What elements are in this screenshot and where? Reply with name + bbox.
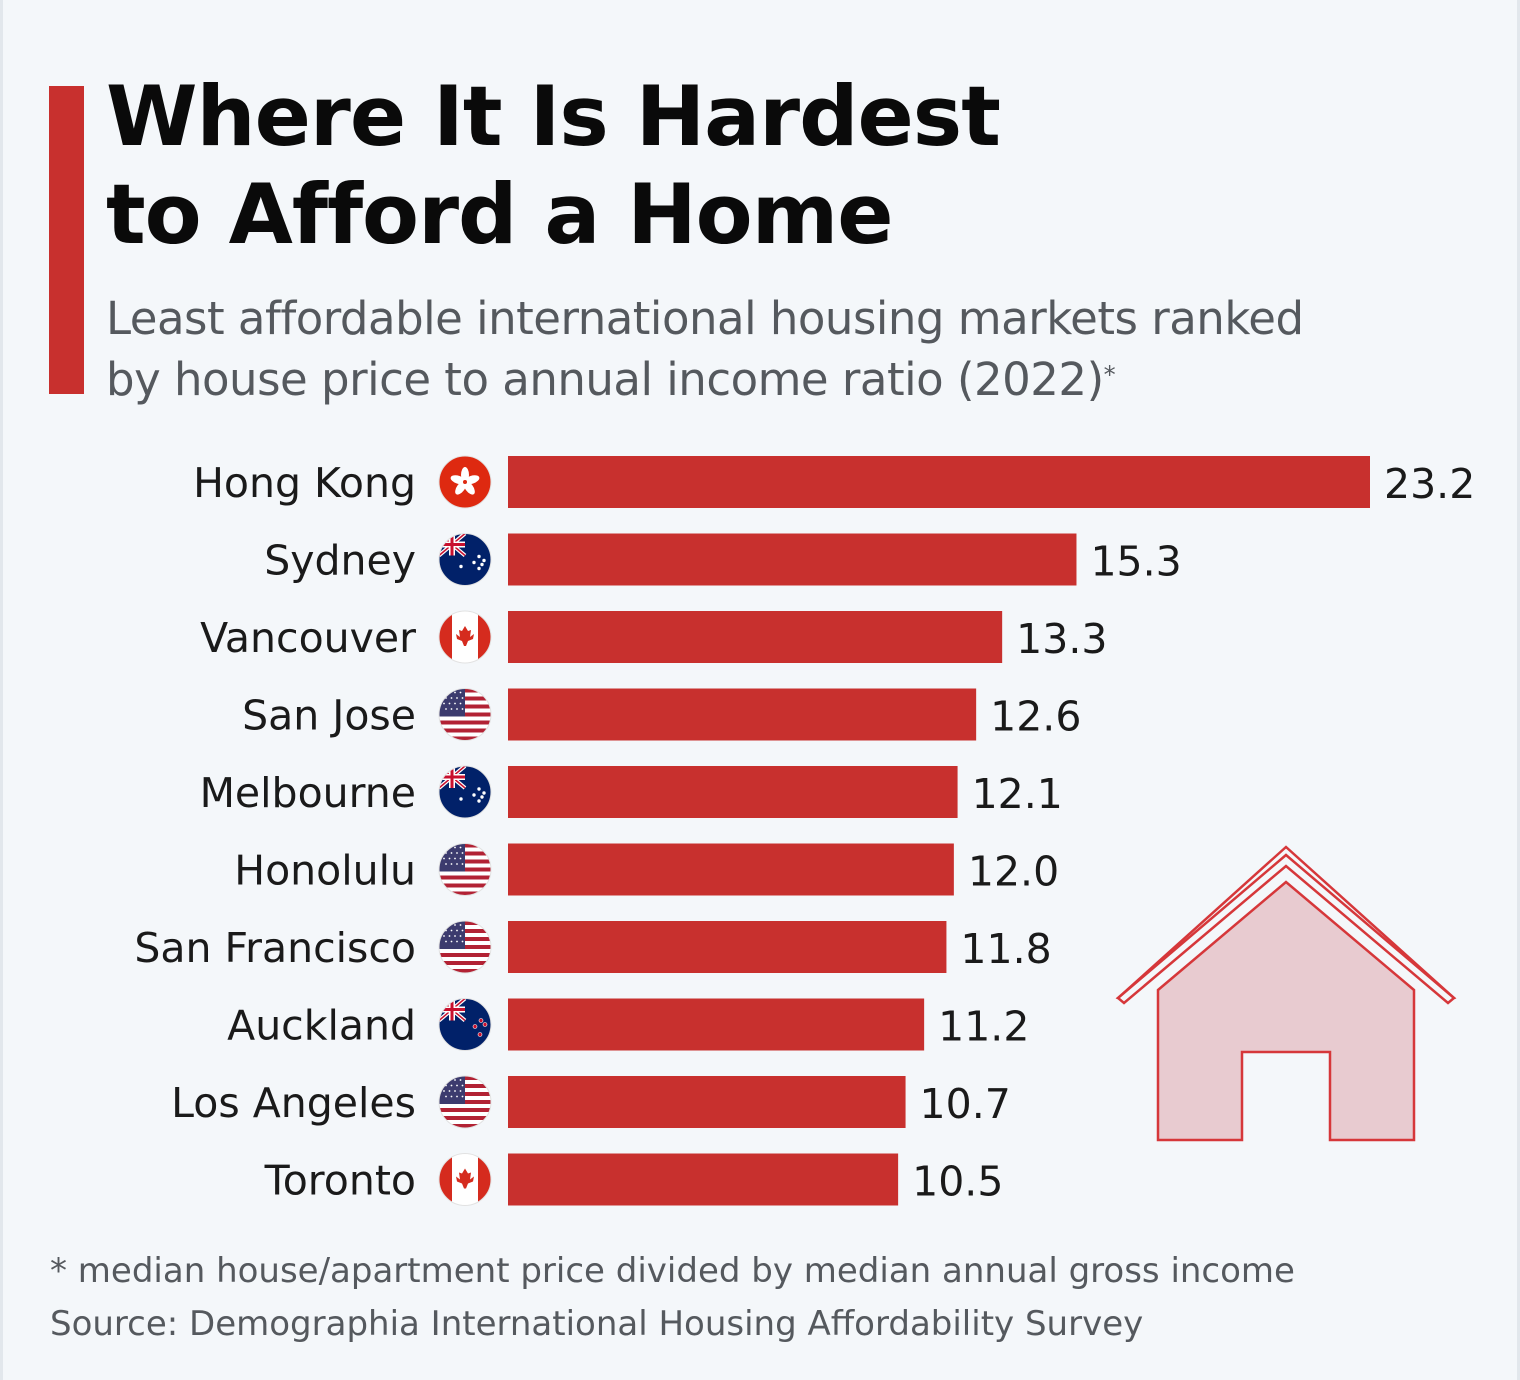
chart-row: Auckland 11.2	[227, 998, 1029, 1051]
chart-row: Vancouver 13.3	[200, 610, 1107, 664]
bar	[508, 533, 1077, 586]
value-label: 12.1	[972, 770, 1063, 818]
title-accent-bar	[49, 86, 84, 394]
category-label: Melbourne	[200, 769, 416, 817]
canada-flag-icon	[438, 610, 492, 664]
chart-row: Honolulu 12.0	[234, 843, 1059, 896]
chart-subtitle: Least affordable international housing m…	[106, 288, 1426, 410]
australia-flag-icon	[438, 533, 492, 586]
category-label: Sydney	[264, 537, 416, 585]
bar-chart: Hong Kong 23.2 Sydney 15.3 Vancouver 13.3 San …	[134, 455, 1475, 1206]
category-label: Vancouver	[200, 614, 416, 662]
bar	[508, 766, 958, 818]
chart-title-line-2: to Afford a Home	[106, 166, 893, 263]
chart-subtitle-line-1: Least affordable international housing m…	[106, 292, 1304, 345]
footnote-text: * median house/apartment price divided b…	[50, 1251, 1295, 1291]
chart-row: Sydney 15.3	[264, 533, 1182, 586]
usa-flag-icon	[438, 1075, 492, 1129]
chart-subtitle-line-2-text: by house price to annual income ratio (2…	[106, 353, 1104, 406]
australia-flag-icon	[438, 765, 492, 819]
value-label: 23.2	[1384, 460, 1475, 508]
chart-row: Hong Kong 23.2	[193, 455, 1475, 509]
hong-kong-flag-icon	[438, 455, 492, 509]
category-label: Toronto	[264, 1157, 416, 1205]
category-label: Auckland	[227, 1002, 416, 1050]
new-zealand-flag-icon	[438, 998, 492, 1051]
value-label: 12.0	[968, 848, 1059, 896]
house-icon	[1115, 845, 1457, 1142]
bar	[508, 456, 1370, 508]
source-text: Source: Demographia International Housin…	[50, 1304, 1144, 1344]
house-roof-inner	[1116, 853, 1456, 1005]
chart-row: San Francisco 11.8	[134, 920, 1052, 974]
usa-flag-icon	[438, 920, 492, 974]
category-label: San Jose	[242, 692, 416, 740]
chart-footnote: * median house/apartment price divided b…	[50, 1245, 1470, 1351]
frame-right-border	[1517, 0, 1520, 1380]
chart-row: Los Angeles 10.7	[171, 1075, 1011, 1129]
category-label: Los Angeles	[171, 1079, 416, 1127]
value-label: 13.3	[1016, 615, 1107, 663]
category-label: San Francisco	[134, 924, 416, 972]
value-label: 11.2	[938, 1003, 1029, 1051]
bar	[508, 688, 977, 741]
bar	[508, 611, 1003, 663]
value-label: 12.6	[990, 693, 1081, 741]
value-label: 15.3	[1090, 538, 1181, 586]
bar	[508, 921, 947, 973]
chart-row: Melbourne 12.1	[200, 765, 1063, 819]
value-label: 10.7	[920, 1080, 1011, 1128]
chart-title-line-1: Where It Is Hardest	[106, 68, 1001, 165]
bar	[508, 1153, 899, 1206]
chart-row: San Jose 12.6	[242, 688, 1081, 741]
value-label: 11.8	[960, 925, 1051, 973]
bar	[508, 843, 954, 896]
usa-flag-icon	[438, 843, 492, 896]
bar	[508, 1076, 906, 1128]
house-body	[1156, 880, 1416, 1142]
bar	[508, 998, 925, 1051]
category-label: Honolulu	[234, 847, 416, 895]
category-label: Hong Kong	[193, 459, 416, 507]
canada-flag-icon	[438, 1153, 492, 1206]
usa-flag-icon	[438, 688, 492, 741]
value-label: 10.5	[912, 1158, 1003, 1206]
chart-row: Toronto 10.5	[264, 1153, 1003, 1206]
frame-left-border	[0, 0, 3, 1380]
chart-subtitle-line-2: by house price to annual income ratio (2…	[106, 349, 1426, 410]
subtitle-footnote-marker: *	[1103, 361, 1116, 389]
chart-title: Where It Is Hardest to Afford a Home	[106, 68, 1106, 264]
